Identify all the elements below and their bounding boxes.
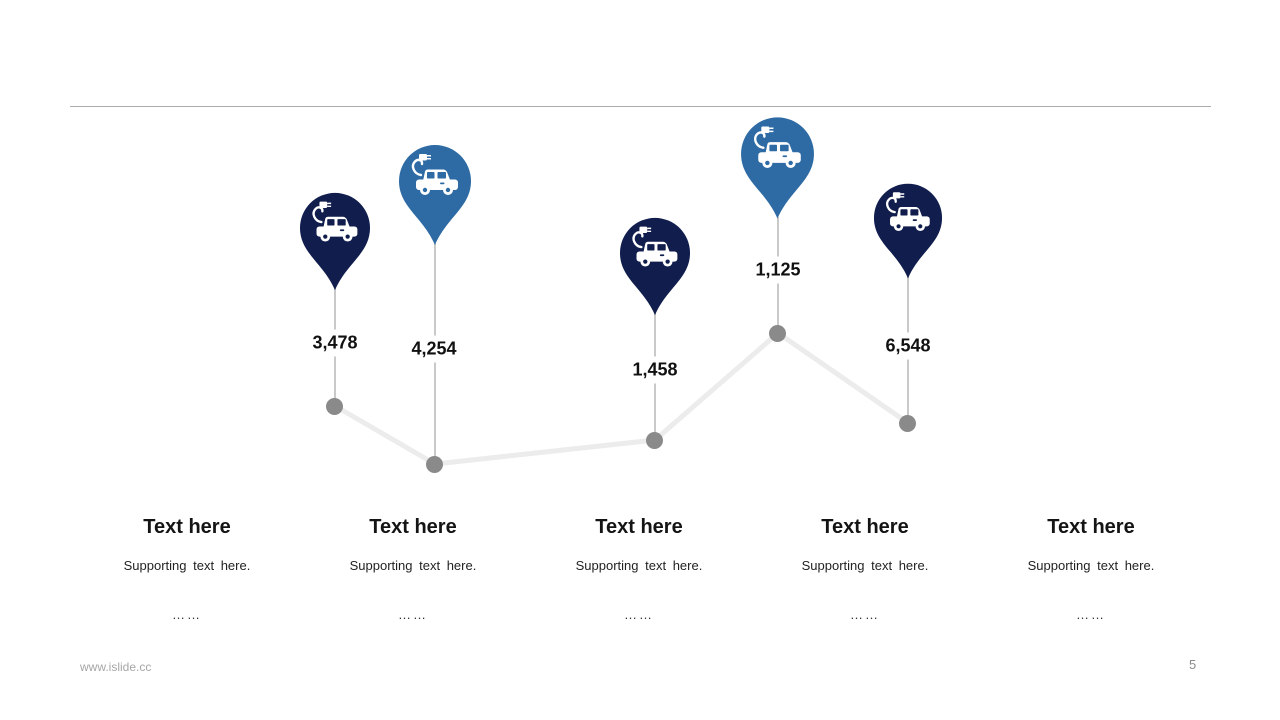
column-ellipsis: …… (624, 607, 654, 622)
value-label: 1,125 (747, 256, 809, 284)
electric-car-icon (411, 154, 458, 195)
column-supporting-text: Supporting text here. (349, 558, 477, 573)
text-column: Text here Supporting text here. …… (755, 514, 975, 623)
value-label: 3,478 (304, 329, 366, 357)
column-supporting-text: Supporting text here. (1027, 558, 1155, 573)
electric-car-icon (754, 126, 801, 168)
column-supporting-text: Supporting text here. (575, 558, 703, 573)
value-label: 6,548 (877, 332, 939, 360)
pin-shape (299, 192, 371, 291)
electric-car-icon (886, 192, 930, 232)
text-column: Text here Supporting text here. …… (77, 514, 297, 623)
top-divider-line (70, 106, 1211, 107)
value-label: 1,458 (624, 356, 686, 384)
column-title: Text here (595, 516, 683, 538)
balloon-pin (873, 183, 943, 279)
column-title: Text here (143, 516, 231, 538)
pin-shape (399, 145, 471, 245)
column-title: Text here (1047, 516, 1135, 538)
data-point-dot (646, 432, 663, 449)
column-ellipsis: …… (850, 607, 880, 622)
column-ellipsis: …… (172, 607, 202, 622)
page-number: 5 (1189, 657, 1197, 672)
column-title: Text here (821, 516, 909, 538)
text-column: Text here Supporting text here. …… (303, 514, 523, 623)
text-column: Text here Supporting text here. …… (981, 514, 1201, 623)
electric-car-icon (312, 201, 358, 242)
data-point-dot (769, 325, 786, 342)
balloon-pin (619, 217, 691, 316)
data-point-dot (899, 415, 916, 432)
footer-site-url: www.islide.cc (80, 660, 152, 674)
pin-shape (873, 183, 943, 279)
pin-shape (741, 117, 814, 219)
column-ellipsis: …… (1076, 607, 1106, 622)
text-column: Text here Supporting text here. …… (529, 514, 749, 623)
balloon-pin (741, 117, 814, 219)
balloon-pin (399, 145, 471, 245)
pin-shape (619, 217, 691, 316)
data-point-dot (426, 456, 443, 473)
data-point-dot (326, 398, 343, 415)
value-label: 4,254 (403, 335, 465, 363)
column-title: Text here (369, 516, 457, 538)
column-supporting-text: Supporting text here. (801, 558, 929, 573)
balloon-pin (299, 192, 371, 291)
electric-car-icon (632, 226, 678, 267)
column-supporting-text: Supporting text here. (123, 558, 251, 573)
column-ellipsis: …… (398, 607, 428, 622)
